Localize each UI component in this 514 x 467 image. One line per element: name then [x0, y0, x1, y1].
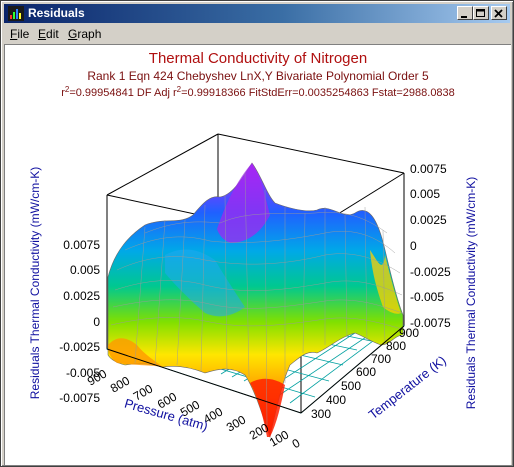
menu-file-accel: F [10, 27, 18, 41]
plot-subtitle: Rank 1 Eqn 424 Chebyshev LnX,Y Bivariate… [87, 69, 429, 83]
stats-adj-sup: 2 [177, 85, 182, 94]
menu-edit-accel: E [38, 27, 47, 41]
y-ticks: 300 400 500 600 700 800 900 [311, 326, 419, 421]
stats-rest: =0.99918366 FitStdErr=0.0035254863 Fstat… [181, 87, 455, 99]
y-tick: 700 [371, 352, 391, 366]
axis-box-front [106, 325, 405, 414]
plot-stats: r2=0.99954841 DF Adj r2=0.99918366 FitSt… [61, 85, 455, 99]
y-tick: 400 [326, 393, 346, 407]
menu-file-rest: ile [17, 27, 30, 41]
residual-surface [107, 162, 404, 439]
plot-area[interactable]: Thermal Conductivity of Nitrogen Rank 1 … [4, 44, 511, 465]
z-tick-left: -0.005 [66, 366, 100, 380]
z-ticks-left: 0.0075 0.005 0.0025 0 -0.0025 -0.005 -0.… [59, 238, 100, 405]
menu-file[interactable]: File [10, 27, 29, 41]
close-icon [494, 9, 503, 18]
x-tick: 800 [108, 373, 133, 395]
maximize-button[interactable] [473, 6, 489, 20]
z-axis-label-right: Residuals Thermal Conductivity (mW/cm-K) [464, 177, 478, 410]
stats-r2-value: =0.99954841 DF Adj r [69, 87, 177, 99]
z-tick-right: 0.0075 [410, 162, 447, 176]
maximize-icon [476, 9, 485, 17]
window-title: Residuals [28, 6, 85, 20]
close-button[interactable] [491, 6, 507, 20]
z-tick-right: 0.005 [410, 187, 440, 201]
z-tick-left: 0 [93, 315, 100, 329]
menu-edit-rest: dit [46, 27, 59, 41]
menu-graph[interactable]: Graph [68, 27, 101, 41]
z-axis-label-left: Residuals Thermal Conductivity (mW/cm-K) [28, 167, 42, 400]
z-tick-right: -0.005 [410, 290, 444, 304]
z-tick-right: 0 [410, 239, 417, 253]
stats-r2-sup: 2 [65, 85, 70, 94]
y-tick: 900 [399, 326, 419, 340]
z-tick-left: 0.0075 [63, 238, 100, 252]
minimize-button[interactable] [457, 6, 473, 20]
menu-edit[interactable]: Edit [38, 27, 59, 41]
plot-title: Thermal Conductivity of Nitrogen [149, 50, 367, 67]
z-ticks-right: 0.0075 0.005 0.0025 0 -0.0025 -0.005 -0.… [410, 162, 451, 330]
minimize-icon [461, 16, 467, 18]
menu-graph-accel: G [68, 27, 78, 41]
x-tick: 0 [290, 436, 303, 452]
y-tick: 800 [386, 339, 406, 353]
title-bar[interactable]: Residuals [4, 4, 510, 23]
z-tick-left: 0.0025 [63, 289, 100, 303]
surface-plot: Thermal Conductivity of Nitrogen Rank 1 … [28, 50, 478, 452]
z-tick-left: -0.0025 [59, 340, 100, 354]
z-tick-left: -0.0075 [59, 391, 100, 405]
menu-graph-rest: raph [77, 27, 102, 41]
x-tick: 300 [224, 412, 249, 434]
z-tick-right: -0.0025 [410, 265, 451, 279]
z-tick-right: 0.0025 [410, 213, 447, 227]
y-tick: 300 [311, 407, 331, 421]
z-tick-left: 0.005 [70, 263, 100, 277]
z-tick-right: -0.0075 [410, 316, 451, 330]
y-tick: 600 [356, 365, 376, 379]
app-icon [8, 6, 24, 21]
menu-bar: File Edit Graph [4, 24, 510, 43]
stats-r2-prefix: r [61, 87, 65, 99]
y-tick: 500 [341, 379, 361, 393]
